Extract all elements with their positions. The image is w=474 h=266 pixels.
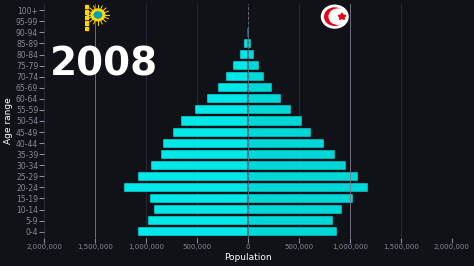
Bar [85,16,88,19]
Bar [248,161,346,170]
Bar [248,205,342,214]
Bar [247,28,248,37]
Bar [248,150,335,159]
Bar [138,227,248,236]
Bar [195,105,248,114]
Bar [151,161,248,170]
Polygon shape [338,13,346,19]
Bar [233,61,248,70]
Bar [248,105,291,114]
Bar [248,216,333,225]
Bar [248,28,249,37]
Bar [173,127,248,137]
Bar [161,150,248,159]
Bar [124,183,248,192]
Bar [248,139,324,148]
Bar [138,172,248,181]
Bar [248,172,358,181]
Bar [248,94,281,103]
Y-axis label: Age range: Age range [4,98,13,144]
Bar [239,50,248,59]
Bar [248,227,337,236]
Bar [248,50,254,59]
Bar [248,61,259,70]
X-axis label: Population: Population [224,253,272,262]
Bar [226,72,248,81]
Circle shape [91,9,105,21]
Bar [85,22,88,25]
Bar [148,216,248,225]
Bar [85,27,88,31]
Bar [208,94,248,103]
Bar [244,39,248,48]
Bar [150,194,248,203]
Bar [218,83,248,92]
Bar [248,72,264,81]
Circle shape [94,12,101,18]
Bar [248,127,311,137]
Bar [163,139,248,148]
Bar [248,39,251,48]
Circle shape [329,9,347,24]
Bar [155,205,248,214]
Bar [248,83,272,92]
Circle shape [321,5,348,28]
Text: 2008: 2008 [50,45,158,83]
Bar [181,117,248,126]
Bar [85,5,88,8]
Bar [248,194,353,203]
Bar [85,10,88,14]
Bar [248,183,368,192]
Bar [248,117,302,126]
Circle shape [325,8,345,25]
